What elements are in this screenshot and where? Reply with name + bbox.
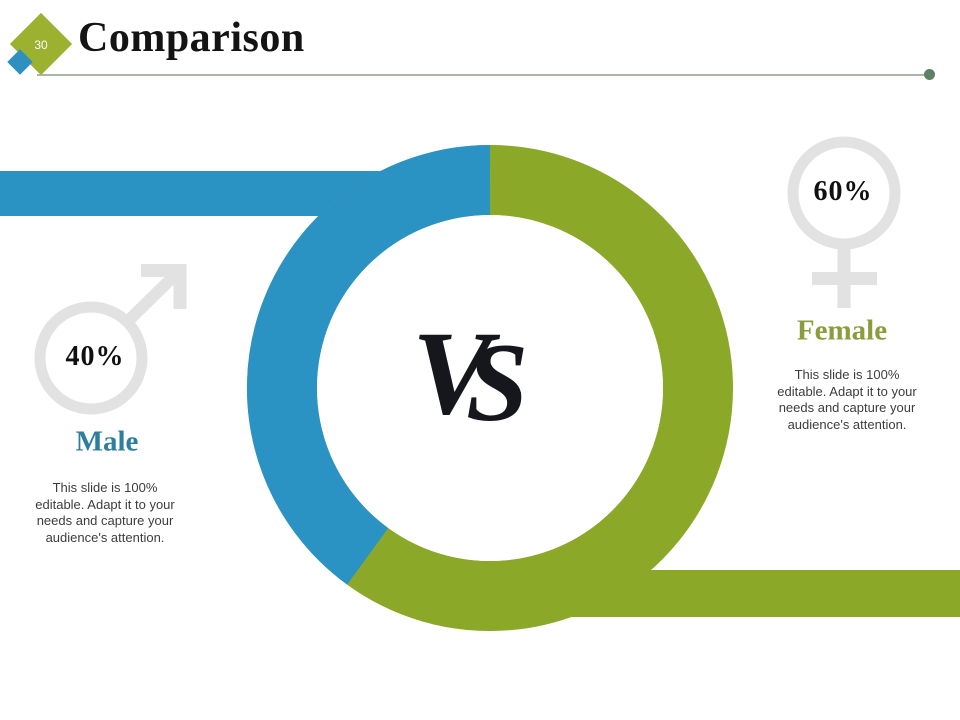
female-description-line: editable. Adapt it to your — [777, 383, 917, 399]
male-description: This slide is 100% editable. Adapt it to… — [0, 480, 210, 546]
male-label: Male — [75, 425, 139, 458]
male-symbol-icon — [34, 264, 187, 415]
donut-hole — [317, 215, 663, 561]
male-description-line: editable. Adapt it to your — [35, 496, 175, 512]
donut-blue-segment — [247, 145, 491, 585]
male-percent: 40% — [65, 341, 125, 372]
versus-letter-s: S — [466, 321, 529, 445]
slide-title: Comparison — [78, 15, 305, 61]
versus-letter-v: V — [412, 306, 493, 439]
female-description-line: This slide is 100% — [794, 367, 900, 382]
female-symbol-icon — [787, 136, 901, 308]
female-label: Female — [796, 314, 888, 347]
female-percent: 60% — [813, 176, 873, 207]
male-description-line: audience's attention. — [45, 529, 165, 545]
female-description-line: audience's attention. — [787, 416, 907, 432]
divider-end-dot — [924, 69, 935, 80]
versus-mark: VS — [412, 306, 528, 440]
female-description: This slide is 100% editable. Adapt it to… — [742, 367, 952, 433]
title-divider — [37, 74, 925, 76]
male-description-line: This slide is 100% — [52, 480, 158, 495]
female-description-line: needs and capture your — [778, 400, 916, 415]
slide-number: 30 — [34, 38, 48, 52]
male-description-line: needs and capture your — [36, 513, 174, 528]
